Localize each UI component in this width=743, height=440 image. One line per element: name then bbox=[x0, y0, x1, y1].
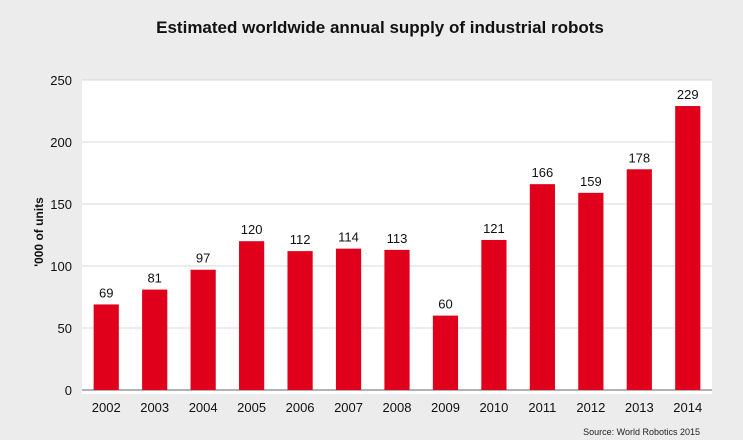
x-tick-label: 2004 bbox=[189, 400, 218, 415]
bar bbox=[529, 184, 555, 390]
x-tick-label: 2009 bbox=[431, 400, 460, 415]
bar bbox=[481, 239, 507, 390]
x-tick-label: 2005 bbox=[237, 400, 266, 415]
bar bbox=[190, 269, 216, 390]
data-label: 178 bbox=[628, 150, 650, 165]
data-label: 81 bbox=[147, 271, 161, 286]
data-label: 120 bbox=[241, 222, 263, 237]
x-axis-ticks: 2002 2003 2004 2005 2006 2007 2008 2009 2010 2011… bbox=[92, 400, 702, 415]
bar bbox=[675, 106, 701, 390]
data-label: 113 bbox=[387, 231, 408, 246]
data-label: 121 bbox=[483, 221, 505, 236]
data-label: 69 bbox=[99, 285, 113, 300]
y-tick-label: 250 bbox=[50, 73, 72, 88]
data-label: 229 bbox=[677, 87, 699, 102]
data-label: 60 bbox=[438, 297, 452, 312]
y-tick-label: 50 bbox=[58, 321, 72, 336]
x-tick-label: 2003 bbox=[140, 400, 169, 415]
bar bbox=[626, 169, 652, 390]
x-tick-label: 2007 bbox=[334, 400, 363, 415]
x-tick-label: 2008 bbox=[383, 400, 412, 415]
x-tick-label: 2013 bbox=[625, 400, 654, 415]
y-axis-label: '000 of units bbox=[32, 197, 46, 267]
bar bbox=[578, 192, 604, 390]
bar bbox=[287, 251, 313, 390]
y-tick-label: 200 bbox=[50, 135, 72, 150]
bar bbox=[239, 241, 265, 390]
x-tick-label: 2002 bbox=[92, 400, 121, 415]
y-tick-label: 0 bbox=[65, 383, 72, 398]
chart-title: Estimated worldwide annual supply of ind… bbox=[156, 18, 604, 37]
x-tick-label: 2010 bbox=[479, 400, 508, 415]
data-labels: 69 81 97 120 112 114 113 60 121 166 159 178 229 bbox=[99, 87, 699, 312]
data-label: 166 bbox=[532, 165, 554, 180]
data-label: 97 bbox=[196, 251, 210, 266]
source-note: Source: World Robotics 2015 bbox=[583, 427, 700, 437]
data-label: 159 bbox=[580, 174, 602, 189]
bar bbox=[384, 249, 410, 390]
y-axis-ticks: 0 50 100 150 200 250 bbox=[50, 73, 72, 398]
data-label: 114 bbox=[338, 230, 359, 245]
x-tick-label: 2012 bbox=[576, 400, 605, 415]
bar bbox=[93, 304, 119, 390]
bars bbox=[93, 106, 701, 390]
y-tick-label: 150 bbox=[50, 197, 72, 212]
x-tick-label: 2014 bbox=[673, 400, 702, 415]
bar bbox=[335, 248, 362, 390]
bar bbox=[142, 289, 168, 390]
x-tick-label: 2011 bbox=[528, 400, 556, 415]
bar bbox=[432, 315, 459, 390]
y-tick-label: 100 bbox=[50, 259, 72, 274]
x-tick-label: 2006 bbox=[286, 400, 315, 415]
data-label: 112 bbox=[290, 232, 311, 247]
